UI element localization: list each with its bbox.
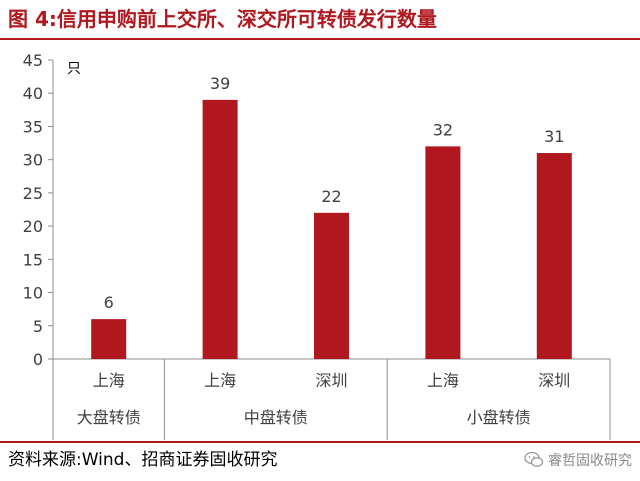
watermark: 睿哲固收研究	[524, 449, 632, 471]
y-tick-label: 5	[33, 317, 43, 336]
data-label: 32	[433, 120, 453, 139]
data-label: 31	[544, 127, 564, 146]
bar	[425, 146, 461, 359]
bar	[536, 153, 572, 359]
y-unit-label: 只	[67, 61, 81, 77]
group-label: 大盘转债	[77, 408, 141, 427]
group-label: 小盘转债	[467, 408, 531, 427]
y-tick-label: 25	[23, 184, 43, 203]
y-tick-label: 15	[23, 250, 43, 269]
y-tick-label: 45	[23, 51, 43, 70]
bar	[91, 319, 127, 359]
y-tick-label: 10	[23, 284, 43, 303]
y-tick-label: 40	[23, 84, 43, 103]
y-tick-label: 0	[33, 350, 43, 369]
data-label: 6	[104, 293, 114, 312]
y-tick-label: 30	[23, 151, 43, 170]
figure-title: 图 4:信用申购前上交所、深交所可转债发行数量	[8, 7, 437, 31]
title-divider	[0, 38, 640, 40]
category-label: 深圳	[538, 371, 570, 390]
category-label: 上海	[427, 371, 459, 390]
y-tick-label: 35	[23, 117, 43, 136]
data-label: 39	[210, 74, 230, 93]
category-label: 深圳	[315, 371, 347, 390]
data-label: 22	[321, 187, 341, 206]
group-label: 中盘转债	[244, 408, 308, 427]
bar	[314, 212, 349, 359]
source-note: 资料来源:Wind、招商证券固收研究	[8, 450, 278, 470]
y-tick-label: 20	[23, 217, 43, 236]
bar	[202, 99, 238, 359]
wechat-icon	[524, 451, 544, 469]
source-divider	[0, 441, 640, 443]
category-label: 上海	[93, 371, 125, 390]
watermark-text: 睿哲固收研究	[548, 453, 632, 469]
category-label: 上海	[204, 371, 236, 390]
